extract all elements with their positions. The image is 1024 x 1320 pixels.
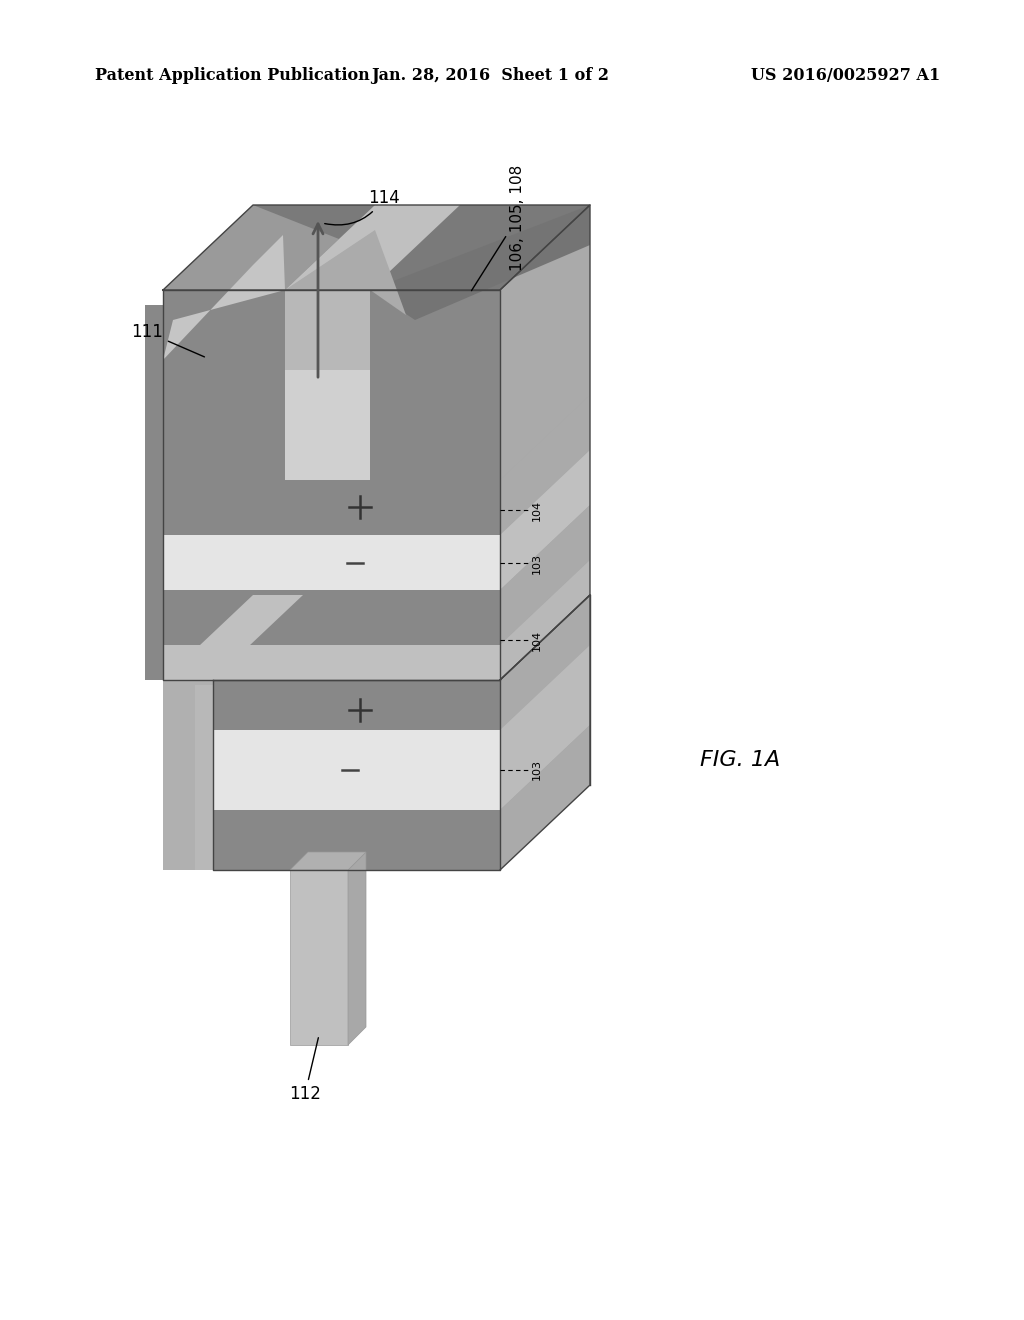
Polygon shape xyxy=(290,851,366,870)
Polygon shape xyxy=(213,810,500,870)
Polygon shape xyxy=(163,535,500,590)
Polygon shape xyxy=(500,205,590,480)
Polygon shape xyxy=(500,595,590,870)
Polygon shape xyxy=(163,205,339,290)
Polygon shape xyxy=(163,645,500,680)
Polygon shape xyxy=(500,560,590,680)
Text: 111: 111 xyxy=(131,323,205,356)
Polygon shape xyxy=(500,595,590,730)
Polygon shape xyxy=(500,645,590,810)
Polygon shape xyxy=(348,851,366,1045)
Polygon shape xyxy=(500,506,590,645)
Polygon shape xyxy=(213,730,500,810)
Text: 114: 114 xyxy=(325,189,399,224)
Polygon shape xyxy=(285,230,406,315)
Text: 104: 104 xyxy=(532,630,542,651)
Polygon shape xyxy=(163,595,303,680)
Text: 103: 103 xyxy=(532,553,542,573)
Polygon shape xyxy=(163,235,285,360)
Polygon shape xyxy=(285,290,370,370)
Polygon shape xyxy=(213,680,500,730)
Polygon shape xyxy=(163,680,213,870)
Text: US 2016/0025927 A1: US 2016/0025927 A1 xyxy=(751,66,940,83)
Polygon shape xyxy=(163,290,500,680)
Text: 112: 112 xyxy=(289,1038,321,1104)
Polygon shape xyxy=(500,395,590,535)
Text: Jan. 28, 2016  Sheet 1 of 2: Jan. 28, 2016 Sheet 1 of 2 xyxy=(371,66,609,83)
Polygon shape xyxy=(213,680,500,870)
Polygon shape xyxy=(285,205,460,290)
Polygon shape xyxy=(290,870,348,1045)
Text: 103: 103 xyxy=(532,759,542,780)
Polygon shape xyxy=(145,305,163,680)
Text: 104: 104 xyxy=(532,499,542,520)
Text: 106, 105, 108: 106, 105, 108 xyxy=(471,165,525,290)
Polygon shape xyxy=(163,205,590,290)
Polygon shape xyxy=(285,370,370,480)
Polygon shape xyxy=(370,205,590,319)
Polygon shape xyxy=(500,205,590,680)
Polygon shape xyxy=(163,590,500,645)
Polygon shape xyxy=(195,685,213,870)
Polygon shape xyxy=(163,480,500,535)
Polygon shape xyxy=(163,290,500,480)
Text: FIG. 1A: FIG. 1A xyxy=(699,750,780,770)
Text: Patent Application Publication: Patent Application Publication xyxy=(95,66,370,83)
Polygon shape xyxy=(500,725,590,870)
Polygon shape xyxy=(500,450,590,590)
